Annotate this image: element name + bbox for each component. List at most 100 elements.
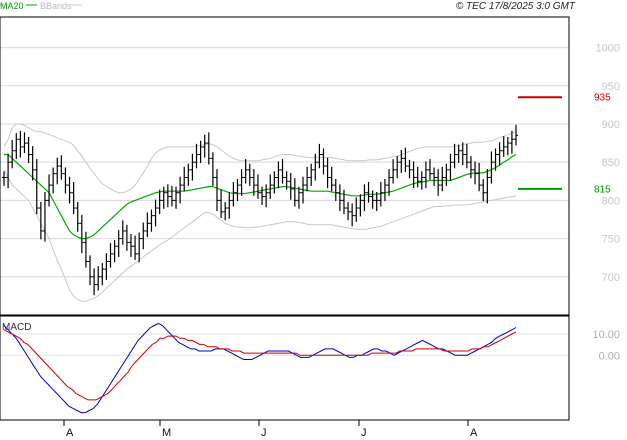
ohlc-bar bbox=[415, 166, 420, 188]
ohlc-bar bbox=[395, 156, 400, 179]
price-axis-labels: 700 750 800 850 900 950 1000 bbox=[596, 43, 620, 284]
ohlc-bar bbox=[55, 157, 60, 185]
legend-bbands: BBands bbox=[40, 1, 72, 11]
ohlc-bar bbox=[489, 151, 494, 184]
ohlc-bar bbox=[165, 184, 170, 208]
ohlc-bar bbox=[403, 147, 408, 173]
macd-axis-labels: 0.00 10.00 bbox=[592, 329, 620, 362]
price-gridlines bbox=[0, 47, 569, 278]
ohlc-bar bbox=[67, 176, 72, 204]
time-tick-label: A bbox=[66, 427, 74, 439]
ohlc-bar bbox=[34, 159, 39, 215]
ohlc-bar bbox=[423, 161, 428, 189]
ohlc-bar bbox=[305, 166, 310, 192]
ohlc-bar bbox=[411, 161, 416, 189]
ohlc-bar bbox=[325, 157, 330, 189]
ohlc-bar bbox=[18, 130, 23, 158]
ohlc-bar bbox=[10, 140, 15, 169]
ohlc-bar bbox=[387, 169, 392, 196]
ohlc-bar bbox=[264, 184, 269, 208]
ohlc-bar bbox=[161, 186, 166, 209]
price-tick-label: 700 bbox=[602, 272, 620, 284]
ohlc-bar bbox=[317, 143, 322, 169]
macd-tick-label: 10.00 bbox=[592, 329, 620, 341]
ohlc-bar bbox=[272, 171, 277, 194]
ohlc-bar bbox=[100, 263, 105, 286]
ohlc-bar bbox=[6, 153, 11, 189]
ohlc-bar bbox=[96, 266, 101, 291]
ohlc-bar bbox=[88, 255, 93, 286]
time-tick-label: J bbox=[261, 427, 267, 439]
ohlc-bar bbox=[137, 232, 142, 263]
ohlc-bar bbox=[460, 142, 465, 166]
ohlc-bar bbox=[419, 171, 424, 190]
ohlc-bar bbox=[133, 235, 138, 260]
ohlc-bar bbox=[276, 161, 281, 189]
price-tick-label: 1000 bbox=[596, 43, 620, 55]
ohlc-bar bbox=[378, 182, 383, 207]
target-label: 935 bbox=[594, 93, 611, 104]
ohlc-bar bbox=[346, 201, 351, 221]
price-tick-label: 850 bbox=[602, 157, 620, 169]
ohlc-bar bbox=[288, 172, 293, 200]
ohlc-bar bbox=[268, 174, 273, 199]
ohlc-bar bbox=[313, 153, 318, 181]
ohlc-bar bbox=[370, 190, 375, 209]
bollinger-bands bbox=[3, 123, 517, 302]
ohlc-bar bbox=[427, 159, 432, 180]
ohlc-bar bbox=[210, 152, 215, 186]
ohlc-bar bbox=[251, 169, 256, 196]
ohlc-bar bbox=[432, 167, 437, 186]
ohlc-bar bbox=[309, 163, 314, 186]
ohlc-bar bbox=[2, 171, 6, 186]
ohlc-bar bbox=[157, 189, 162, 215]
ohlc-bar bbox=[182, 166, 187, 192]
ohlc-bar bbox=[63, 167, 68, 194]
chart-timestamp: © TEC 17/8/2025 3:0 GMT bbox=[456, 1, 576, 12]
ohlc-bar bbox=[477, 162, 482, 192]
macd-lines bbox=[3, 322, 517, 414]
ohlc-bars bbox=[2, 124, 518, 296]
time-tick-label: M bbox=[162, 427, 171, 439]
ohlc-bar bbox=[452, 143, 457, 169]
ohlc-bar bbox=[399, 149, 404, 173]
ohlc-bar bbox=[235, 178, 240, 202]
price-tick-label: 750 bbox=[602, 234, 620, 246]
target-label: 815 bbox=[594, 184, 611, 195]
ohlc-bar bbox=[448, 153, 453, 181]
ohlc-bar bbox=[47, 174, 52, 207]
macd-line bbox=[3, 322, 517, 414]
ohlc-bar bbox=[219, 189, 224, 218]
price-tick-label: 900 bbox=[602, 119, 620, 131]
ohlc-bar bbox=[231, 182, 236, 207]
ohlc-bar bbox=[141, 222, 146, 250]
macd-panel-frame bbox=[0, 315, 570, 421]
ohlc-bar bbox=[358, 194, 363, 217]
ohlc-bar bbox=[59, 155, 64, 180]
ohlc-bar bbox=[501, 136, 506, 157]
ohlc-bar bbox=[493, 148, 498, 171]
ohlc-bar bbox=[174, 186, 179, 209]
ohlc-bar bbox=[292, 178, 297, 207]
ohlc-bar bbox=[178, 176, 183, 204]
ohlc-bar bbox=[505, 136, 510, 156]
ohlc-bar bbox=[337, 184, 342, 212]
ohlc-bar bbox=[194, 143, 199, 169]
ohlc-bar bbox=[75, 201, 80, 232]
ohlc-bar bbox=[468, 156, 473, 179]
ohlc-bar bbox=[514, 124, 518, 146]
ohlc-bar bbox=[124, 224, 129, 251]
macd-tick-label: 0.00 bbox=[599, 350, 620, 362]
ohlc-bar bbox=[38, 201, 43, 240]
ohlc-bar bbox=[223, 201, 228, 221]
ohlc-bar bbox=[374, 191, 379, 212]
ohlc-bar bbox=[153, 199, 158, 227]
ohlc-bar bbox=[190, 153, 195, 181]
ohlc-bar bbox=[333, 178, 338, 202]
ohlc-bar bbox=[120, 220, 125, 245]
ohlc-bar bbox=[391, 159, 396, 184]
ohlc-bar bbox=[456, 144, 461, 163]
signal-line bbox=[3, 329, 517, 401]
